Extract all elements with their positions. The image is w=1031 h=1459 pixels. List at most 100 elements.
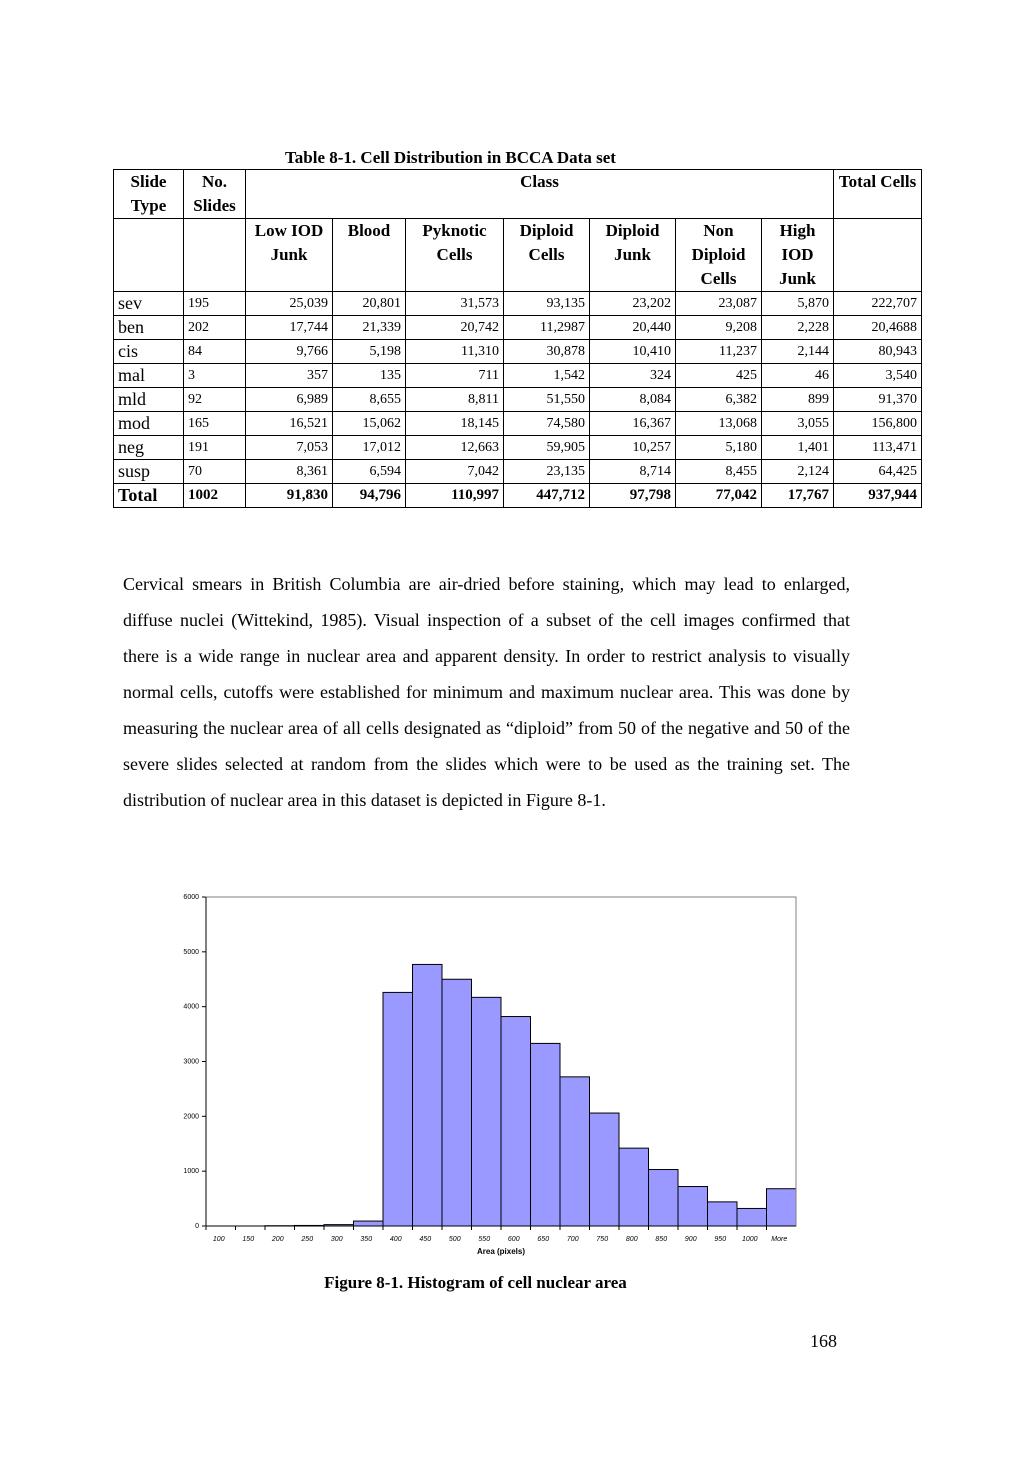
x-tick-label: 550 <box>478 1236 490 1243</box>
header-class-column: Diploid Junk <box>589 218 676 292</box>
cell-count: 110,997 <box>405 483 504 508</box>
x-axis-label: Area (pixels) <box>477 1247 525 1256</box>
histogram-bar <box>618 1147 649 1227</box>
page-number: 168 <box>810 1331 837 1351</box>
cell-count: 59,905 <box>503 435 590 460</box>
cell-count: 91,830 <box>245 483 333 508</box>
cell-count: 10,410 <box>589 339 676 364</box>
x-tick-label: 900 <box>685 1236 697 1243</box>
cell-count: 94,796 <box>332 483 406 508</box>
cell-count: 18,145 <box>405 411 504 436</box>
cell-slide-type: neg <box>113 435 184 460</box>
cell-count: 25,039 <box>245 291 333 316</box>
header-class-column: Non Diploid Cells <box>675 218 762 292</box>
table-row: sev 195 25,039 20,801 31,573 93,135 23,202 23,0… <box>113 291 923 316</box>
cell-count: 3,540 <box>833 363 923 388</box>
y-tick-label: 2000 <box>183 1113 199 1120</box>
cell-count: 16,367 <box>589 411 676 436</box>
cell-count: 357 <box>245 363 333 388</box>
cell-slide-type: ben <box>113 315 184 340</box>
table-total-row: Total 1002 91,830 94,796 110,997 447,712 97,79… <box>113 483 923 508</box>
cell-count: 9,766 <box>245 339 333 364</box>
cell-count: 447,712 <box>503 483 590 508</box>
cell-slide-type: mod <box>113 411 184 436</box>
cell-count: 23,087 <box>675 291 762 316</box>
cell-count: 23,135 <box>503 459 590 484</box>
cell-count: 5,870 <box>760 291 835 316</box>
cell-distribution-table: Slide Type No. Slides Class Total Cells … <box>113 169 923 508</box>
cell-no-slides: 3 <box>183 363 246 388</box>
cell-count: 23,202 <box>589 291 676 316</box>
cell-count: 20,440 <box>589 315 676 340</box>
header-slide-type: Slide Type <box>113 169 184 219</box>
cell-count: 17,744 <box>245 315 333 340</box>
cell-count: 97,798 <box>589 483 676 508</box>
cell-count: 2,124 <box>760 459 835 484</box>
cell-count: 7,053 <box>245 435 333 460</box>
cell-count: 425 <box>675 363 762 388</box>
cell-count: 13,068 <box>675 411 762 436</box>
cell-count: 51,550 <box>503 387 590 412</box>
x-tick-label: 100 <box>213 1236 225 1243</box>
table-row: mld 92 6,989 8,655 8,811 51,550 8,084 6,382 899 9… <box>113 387 923 412</box>
cell-slide-type: Total <box>113 483 184 508</box>
histogram-chart: 0 1000 2000 3000 4000 5000 6000 100 150 200 250 30… <box>183 894 797 1256</box>
cell-slide-type: cis <box>113 339 184 364</box>
x-tick-label: 850 <box>655 1236 667 1243</box>
y-tick-label: 1000 <box>183 1168 199 1175</box>
cell-count: 93,135 <box>503 291 590 316</box>
y-tick-label: 6000 <box>183 894 199 901</box>
histogram-bar <box>412 963 443 1227</box>
header-class-column: Blood <box>332 218 406 292</box>
cell-count: 64,425 <box>833 459 923 484</box>
table-row: mod 165 16,521 15,062 18,145 74,580 16,367 13,0… <box>113 411 923 436</box>
cell-count: 1,401 <box>760 435 835 460</box>
header-total-cells: Total Cells <box>833 169 923 219</box>
cell-count: 135 <box>332 363 406 388</box>
x-tick-label: 1000 <box>742 1236 758 1243</box>
table-caption: Table 8-1. Cell Distribution in BCCA Dat… <box>285 148 616 167</box>
histogram-bar <box>736 1207 767 1227</box>
header-class-column: Pyknotic Cells <box>405 218 504 292</box>
x-tick-label: 250 <box>300 1236 313 1243</box>
cell-count: 6,989 <box>245 387 333 412</box>
header-blank-slides <box>183 218 246 292</box>
table-row: cis 84 9,766 5,198 11,310 30,878 10,410 11,237 2… <box>113 339 923 364</box>
table-row: neg 191 7,053 17,012 12,663 59,905 10,257 5,180… <box>113 435 923 460</box>
cell-count: 20,4688 <box>833 315 923 340</box>
figure-caption: Figure 8-1. Histogram of cell nuclear ar… <box>324 1273 627 1292</box>
cell-no-slides: 92 <box>183 387 246 412</box>
histogram-bar <box>648 1169 679 1227</box>
x-tick-label: 950 <box>714 1236 726 1243</box>
cell-no-slides: 84 <box>183 339 246 364</box>
cell-count: 8,811 <box>405 387 504 412</box>
body-paragraph: Cervical smears in British Columbia are … <box>123 574 850 810</box>
cell-slide-type: susp <box>113 459 184 484</box>
cell-count: 74,580 <box>503 411 590 436</box>
x-tick-label: 500 <box>449 1236 461 1243</box>
cell-count: 6,594 <box>332 459 406 484</box>
x-tick-label: 200 <box>271 1236 284 1243</box>
header-class-column: Low IOD Junk <box>245 218 333 292</box>
x-tick-label: 650 <box>537 1236 549 1243</box>
cell-count: 2,144 <box>760 339 835 364</box>
cell-slide-type: sev <box>113 291 184 316</box>
header-class-column: Diploid Cells <box>503 218 590 292</box>
cell-count: 16,521 <box>245 411 333 436</box>
x-tick-label: 800 <box>626 1236 638 1243</box>
histogram-bar <box>707 1201 738 1227</box>
table-row: ben 202 17,744 21,339 20,742 11,2987 20,440 9,2… <box>113 315 923 340</box>
header-class: Class <box>244 169 835 219</box>
cell-count: 711 <box>405 363 504 388</box>
x-tick-label: 150 <box>242 1236 254 1243</box>
cell-count: 5,180 <box>675 435 762 460</box>
cell-count: 17,767 <box>760 483 835 508</box>
cell-slide-type: mal <box>113 363 184 388</box>
y-tick-label: 0 <box>195 1223 199 1230</box>
cell-no-slides: 1002 <box>183 483 246 508</box>
y-tick-label: 5000 <box>183 949 199 956</box>
cell-count: 91,370 <box>833 387 923 412</box>
x-tick-label: 400 <box>390 1236 402 1243</box>
cell-count: 30,878 <box>503 339 590 364</box>
histogram-bar <box>500 1016 531 1227</box>
